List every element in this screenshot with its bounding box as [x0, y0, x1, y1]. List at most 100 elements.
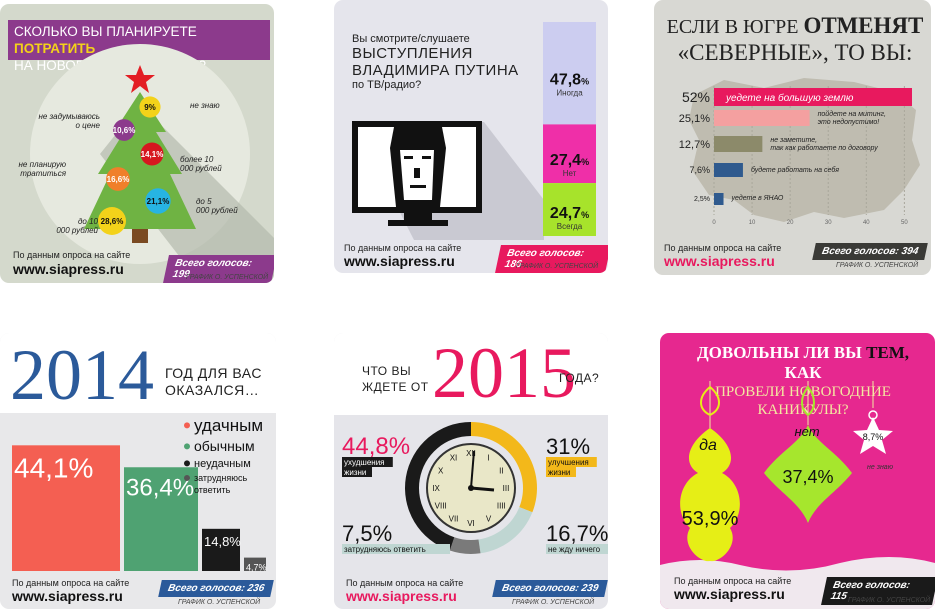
- label-tag: [546, 467, 576, 477]
- site-link[interactable]: www.siapress.ru: [674, 586, 785, 602]
- source-label: По данным опроса на сайте: [674, 576, 792, 586]
- legend-label: удачным: [194, 416, 263, 435]
- tree-ball: [106, 167, 130, 191]
- site-link[interactable]: www.siapress.ru: [346, 588, 457, 604]
- clock-pin: [468, 485, 474, 491]
- clock-numeral: XII: [466, 449, 476, 458]
- chart-subtitle: ГОД ДЛЯ ВАС ОКАЗАЛСЯ…: [165, 365, 262, 398]
- pct-sign: %: [581, 157, 589, 167]
- data-label: 24,7%: [550, 205, 589, 222]
- data-label: 21,1%: [147, 197, 170, 206]
- top-band: [0, 333, 276, 413]
- category-label: до 5: [196, 197, 212, 206]
- site-link[interactable]: www.siapress.ru: [13, 261, 124, 277]
- data-label: 10,6%: [113, 126, 136, 135]
- bar: [202, 528, 240, 571]
- ornaments: да 53,9% нет 37,4% 8,7% не знаю: [680, 381, 894, 562]
- north-chart: 0 10 20 30 40 50 52% уедете на большую землю 25…: [679, 78, 920, 226]
- source-label: По данным опроса на сайте: [664, 243, 782, 253]
- ornament-bar: [764, 425, 852, 523]
- card-putin-speeches: Вы смотрите/слушаете ВЫСТУПЛЕНИЯ ВЛАДИМИ…: [334, 0, 608, 273]
- tick-label: 10: [749, 220, 756, 226]
- clock-numeral: III: [503, 484, 510, 493]
- author-credit: ГРАФИК О. УСПЕНСКОЙ: [836, 262, 919, 269]
- data-label: 44,8%: [342, 433, 410, 460]
- category-label: нет: [794, 424, 819, 439]
- clock-numeral: X: [438, 467, 444, 476]
- category-label: это недопустимо!: [818, 118, 880, 126]
- site-link[interactable]: www.siapress.ru: [344, 253, 455, 269]
- clock-hour-hand: [470, 486, 495, 492]
- data-label: 37,4%: [782, 467, 833, 487]
- pct-sign: %: [581, 210, 589, 220]
- source-label: По данным опроса на сайте: [346, 578, 464, 588]
- clock-numeral: I: [487, 454, 489, 463]
- legend-dot: [184, 460, 190, 467]
- category-label: затрудняюсь ответить: [344, 545, 426, 554]
- legend-label: ответить: [194, 485, 231, 495]
- label-tag: [342, 544, 450, 554]
- chart-title: ЕСЛИ В ЮГРЕ ОТМЕНЯТ «СЕВЕРНЫЕ», ТО ВЫ:: [666, 13, 924, 66]
- category-label: 000 рублей: [56, 226, 98, 235]
- data-label: 53,9%: [682, 508, 739, 530]
- ornament-bar: [853, 417, 893, 454]
- label-tag: [546, 457, 597, 467]
- data-label: 7,5%: [342, 521, 392, 546]
- category-label: не планирую: [19, 160, 67, 169]
- category-label: будете работать на себя: [751, 166, 839, 174]
- tv-base: [388, 220, 448, 226]
- card-2014-year: 2014 ГОД ДЛЯ ВАС ОКАЗАЛСЯ… 44,1% 36,4% 14,…: [0, 333, 276, 609]
- votes-badge: Всего голосов: 239: [492, 580, 608, 597]
- bar: [124, 467, 198, 571]
- data-label: 31%: [546, 434, 590, 459]
- data-label: 47,8%: [550, 71, 589, 88]
- data-label: 14,8%: [204, 534, 241, 549]
- site-link[interactable]: www.siapress.ru: [12, 588, 123, 604]
- legend-label: неудачным: [194, 458, 251, 470]
- clock-numeral: VII: [449, 514, 459, 523]
- tree-chart: 9% 10,6% 14,1% 16,6% 21,1% 28,6% не знаю не за…: [19, 44, 274, 283]
- category-label: не знаю: [190, 101, 220, 110]
- category-label: жизни: [548, 468, 570, 477]
- data-label: 8,7%: [863, 432, 884, 442]
- card-holidays: ДОВОЛЬНЫ ЛИ ВЫ ТЕМ, КАК ПРОВЕЛИ НОВОГОДН…: [660, 333, 935, 609]
- star-icon: [125, 65, 155, 93]
- tree-balls: 9% 10,6% 14,1% 16,6% 21,1% 28,6%: [98, 96, 171, 235]
- label-tag: [342, 467, 372, 477]
- putin-chart: 47,8%Иногда 27,4%Нет 24,7%Всегда: [352, 22, 596, 240]
- putin-bars: 47,8%Иногда 27,4%Нет 24,7%Всегда: [543, 22, 596, 236]
- question-left: ЧТО ВЫ ЖДЕТЕ ОТ: [362, 364, 429, 394]
- clock-numeral: IIII: [497, 502, 506, 511]
- bar: [714, 193, 724, 205]
- data-label: 4,7%: [246, 563, 267, 573]
- ornaments-chart: да 53,9% нет 37,4% 8,7% не знаю: [660, 381, 935, 609]
- donut-slice: [449, 537, 481, 554]
- year-number: 2014: [10, 335, 154, 415]
- data-label: 28,6%: [101, 217, 124, 226]
- tree-ball: [145, 188, 171, 214]
- category-label: так как работаете по договору: [770, 144, 878, 152]
- category-label: улучшения: [548, 458, 589, 467]
- category-label: Всегда: [557, 222, 583, 231]
- bar: [12, 445, 120, 571]
- site-link[interactable]: www.siapress.ru: [664, 253, 775, 269]
- category-label: о цене: [75, 121, 100, 130]
- legend-dot: [184, 475, 190, 481]
- author-credit: ГРАФИК О. УСПЕНСКОЙ: [186, 274, 269, 281]
- pct-sign: %: [581, 76, 589, 86]
- face-icon: [390, 127, 446, 207]
- bar: [543, 124, 596, 184]
- category-label: уедете в ЯНАО: [731, 194, 784, 202]
- tick-label: 40: [863, 220, 870, 226]
- author-credit: ГРАФИК О. УСПЕНСКОЙ: [848, 597, 931, 604]
- donut-slice: [471, 422, 537, 513]
- source-label: По данным опроса на сайте: [12, 578, 130, 588]
- clock-minute-hand: [470, 450, 475, 489]
- bar: [714, 163, 743, 177]
- label-tag: [546, 544, 608, 554]
- votes-badge: Всего голосов: 236: [158, 580, 275, 597]
- ornament-hook: [700, 385, 720, 417]
